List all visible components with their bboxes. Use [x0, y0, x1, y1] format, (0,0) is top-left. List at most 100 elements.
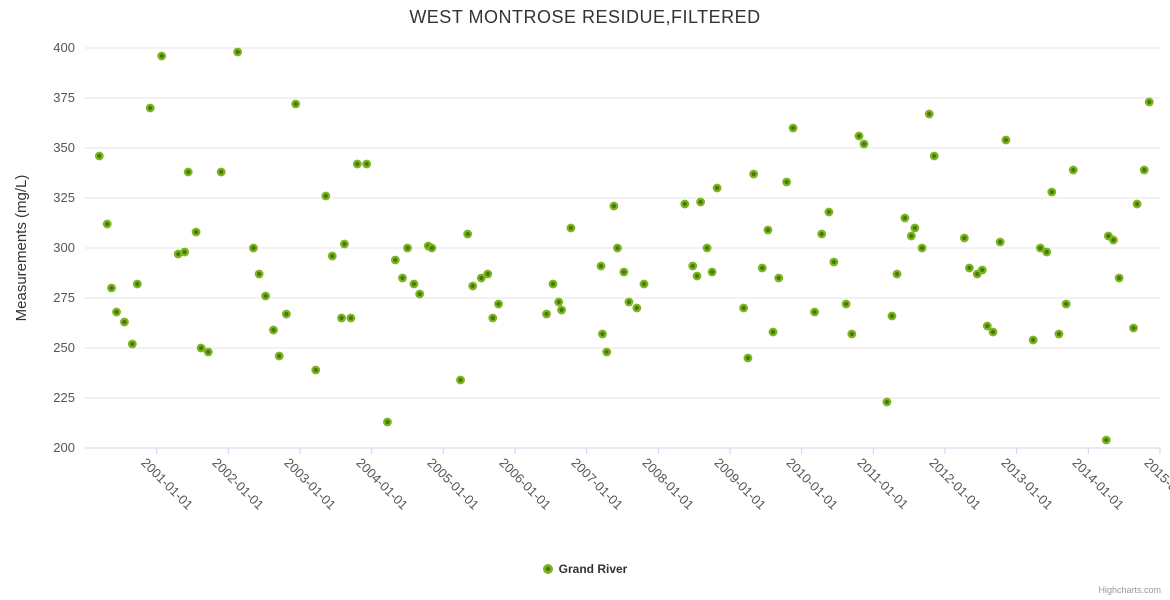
- data-point[interactable]: [362, 159, 372, 169]
- data-point[interactable]: [829, 257, 839, 267]
- data-point[interactable]: [712, 183, 722, 193]
- data-point[interactable]: [624, 297, 634, 307]
- data-point[interactable]: [847, 329, 857, 339]
- data-point[interactable]: [183, 167, 193, 177]
- data-point[interactable]: [1001, 135, 1011, 145]
- data-point[interactable]: [892, 269, 902, 279]
- data-point[interactable]: [988, 327, 998, 337]
- data-point[interactable]: [1109, 235, 1118, 245]
- data-point[interactable]: [107, 283, 116, 293]
- data-point[interactable]: [494, 299, 503, 309]
- data-point[interactable]: [841, 299, 851, 309]
- data-point[interactable]: [427, 243, 437, 253]
- data-point[interactable]: [196, 343, 206, 353]
- data-point[interactable]: [403, 243, 412, 253]
- data-point[interactable]: [782, 177, 792, 187]
- data-point[interactable]: [964, 263, 974, 273]
- data-point[interactable]: [1114, 273, 1124, 283]
- data-point[interactable]: [696, 197, 706, 207]
- data-point[interactable]: [702, 243, 712, 253]
- data-point[interactable]: [598, 329, 607, 339]
- data-point[interactable]: [749, 169, 759, 179]
- data-point[interactable]: [929, 151, 939, 161]
- data-point[interactable]: [619, 267, 629, 277]
- data-point[interactable]: [337, 313, 346, 323]
- data-point[interactable]: [281, 309, 291, 319]
- data-point[interactable]: [995, 237, 1005, 247]
- data-point[interactable]: [774, 273, 784, 283]
- data-point[interactable]: [1132, 199, 1142, 209]
- data-point[interactable]: [763, 225, 773, 235]
- data-point[interactable]: [788, 123, 798, 133]
- data-point[interactable]: [463, 229, 473, 239]
- data-point[interactable]: [688, 261, 698, 271]
- data-point[interactable]: [120, 317, 129, 327]
- data-point[interactable]: [917, 243, 927, 253]
- data-point[interactable]: [977, 265, 987, 275]
- data-point[interactable]: [1042, 247, 1052, 257]
- data-point[interactable]: [982, 321, 992, 331]
- data-point[interactable]: [757, 263, 767, 273]
- data-point[interactable]: [346, 313, 356, 323]
- data-point[interactable]: [924, 109, 934, 119]
- legend-item-grand-river[interactable]: Grand River: [0, 562, 1170, 576]
- data-point[interactable]: [94, 151, 104, 161]
- data-point[interactable]: [542, 309, 551, 319]
- data-point[interactable]: [456, 375, 465, 385]
- data-point[interactable]: [483, 269, 493, 279]
- data-point[interactable]: [409, 279, 419, 289]
- data-point[interactable]: [145, 103, 155, 113]
- data-point[interactable]: [566, 223, 576, 233]
- data-point[interactable]: [203, 347, 213, 357]
- data-point[interactable]: [157, 51, 167, 61]
- data-point[interactable]: [959, 233, 969, 243]
- data-point[interactable]: [1061, 299, 1071, 309]
- data-point[interactable]: [383, 417, 392, 427]
- data-point[interactable]: [216, 167, 226, 177]
- data-point[interactable]: [340, 239, 349, 249]
- data-point[interactable]: [1129, 323, 1138, 333]
- data-point[interactable]: [692, 271, 702, 281]
- data-point[interactable]: [548, 279, 558, 289]
- data-point[interactable]: [291, 99, 301, 109]
- data-point[interactable]: [261, 291, 270, 301]
- data-point[interactable]: [398, 273, 407, 283]
- data-point[interactable]: [900, 213, 910, 223]
- data-point[interactable]: [910, 223, 920, 233]
- data-point[interactable]: [887, 311, 897, 321]
- data-point[interactable]: [882, 397, 892, 407]
- data-point[interactable]: [112, 307, 121, 317]
- data-point[interactable]: [476, 273, 486, 283]
- data-point[interactable]: [1101, 435, 1111, 445]
- data-point[interactable]: [327, 251, 337, 261]
- data-point[interactable]: [680, 199, 690, 209]
- data-point[interactable]: [191, 227, 201, 237]
- data-point[interactable]: [249, 243, 258, 253]
- data-point[interactable]: [859, 139, 869, 149]
- data-point[interactable]: [810, 307, 819, 317]
- data-point[interactable]: [254, 269, 264, 279]
- data-point[interactable]: [274, 351, 284, 361]
- data-point[interactable]: [390, 255, 400, 265]
- data-point[interactable]: [557, 305, 566, 315]
- data-point[interactable]: [743, 353, 753, 363]
- data-point[interactable]: [817, 229, 827, 239]
- data-point[interactable]: [707, 267, 717, 277]
- data-point[interactable]: [596, 261, 606, 271]
- data-point[interactable]: [321, 191, 331, 201]
- data-point[interactable]: [1144, 97, 1154, 107]
- data-point[interactable]: [127, 339, 137, 349]
- data-point[interactable]: [639, 279, 649, 289]
- data-point[interactable]: [906, 231, 916, 241]
- data-point[interactable]: [269, 325, 278, 335]
- data-point[interactable]: [632, 303, 642, 313]
- data-point[interactable]: [824, 207, 834, 217]
- data-point[interactable]: [352, 159, 362, 169]
- data-point[interactable]: [1068, 165, 1078, 175]
- data-point[interactable]: [739, 303, 749, 313]
- data-point[interactable]: [1028, 335, 1038, 345]
- data-point[interactable]: [1139, 165, 1149, 175]
- data-point[interactable]: [768, 327, 778, 337]
- highcharts-credit-link[interactable]: Highcharts.com: [1098, 585, 1161, 595]
- data-point[interactable]: [180, 247, 190, 257]
